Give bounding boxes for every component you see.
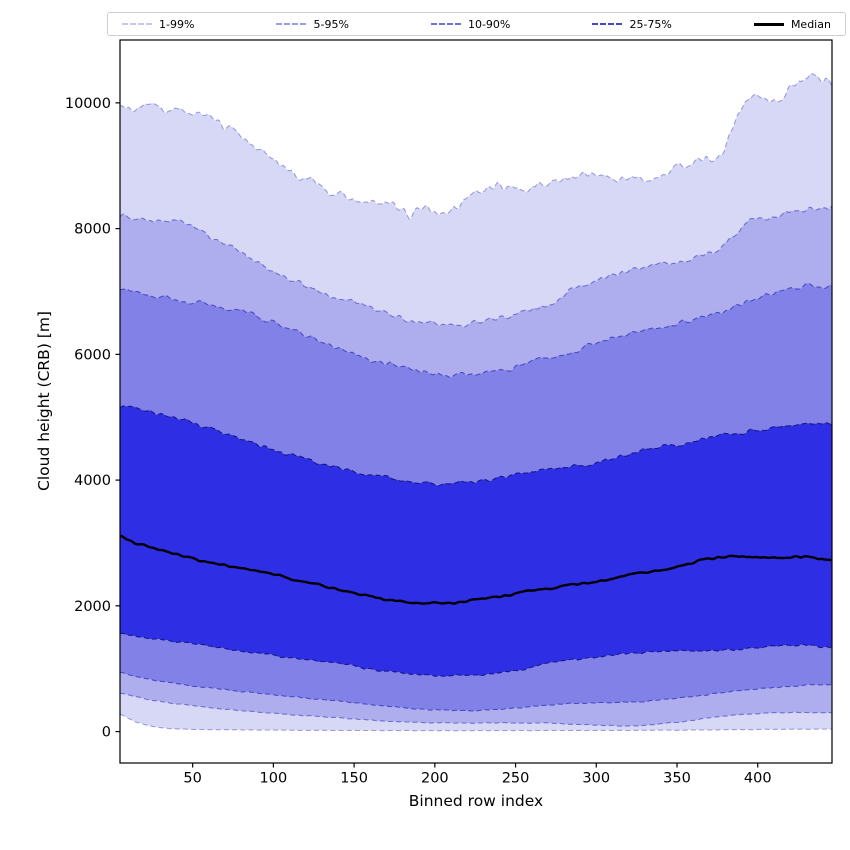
legend-item-10-90pct: 10-90% [430, 17, 511, 31]
legend-line-sample [122, 23, 152, 25]
y-axis-label: Cloud height (CRB) [m] [35, 311, 53, 491]
legend-item-25-75pct: 25-75% [592, 17, 672, 31]
percentile-line-p95 [120, 205, 832, 328]
legend-line-sample [276, 23, 307, 25]
median-line [120, 534, 832, 605]
x-tick-label: 300 [582, 771, 610, 787]
band-25-75pct [120, 406, 832, 677]
legend-line-sample [592, 23, 623, 25]
y-tick-label: 2000 [74, 599, 111, 615]
x-tick-label: 150 [340, 771, 368, 787]
y-tick-label: 8000 [74, 222, 111, 238]
legend-line-sample [430, 23, 461, 25]
x-tick-label: 250 [502, 771, 530, 787]
x-tick-label: 50 [183, 771, 201, 787]
legend-label: 25-75% [629, 17, 672, 31]
percentile-line-p10 [120, 671, 832, 712]
y-tick-label: 10000 [65, 96, 111, 112]
y-tick-label: 4000 [74, 473, 111, 489]
plot-content [120, 73, 832, 732]
legend-item-1-99pct: 1-99% [122, 19, 194, 30]
legend: 1-99% 5-95% 10-90% 25-75% Median [107, 12, 846, 36]
axes-frame [119, 39, 833, 764]
legend-label: 1-99% [159, 17, 195, 31]
percentile-line-p99 [120, 73, 832, 220]
x-tick-label: 400 [744, 771, 772, 787]
legend-label: 5-95% [313, 17, 349, 31]
y-tick-label: 0 [102, 725, 111, 741]
y-tick-label: 6000 [74, 347, 111, 363]
x-tick-label: 350 [663, 771, 691, 787]
percentile-line-p90 [120, 282, 832, 379]
x-axis-label: Binned row index [408, 792, 544, 810]
legend-item-5-95pct: 5-95% [276, 17, 349, 31]
x-tick-label: 100 [260, 771, 288, 787]
legend-label: Median [790, 17, 831, 31]
percentile-line-p25 [120, 632, 832, 677]
x-tick-label: 200 [421, 771, 449, 787]
legend-label: 10-90% [467, 17, 511, 31]
legend-item-median: Median [753, 17, 831, 31]
legend-line-sample [753, 22, 784, 26]
